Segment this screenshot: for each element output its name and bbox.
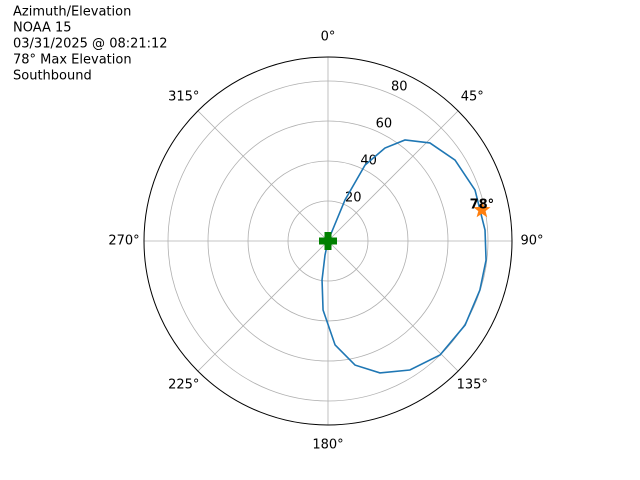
outer-frame xyxy=(143,56,513,426)
theta-tick-label: 225° xyxy=(168,378,199,393)
theta-tick-label: 45° xyxy=(461,89,484,104)
spoke xyxy=(197,240,329,372)
title-line: 78° Max Elevation xyxy=(13,53,132,68)
max-marker xyxy=(473,200,491,218)
pass-line xyxy=(321,139,487,374)
grid-circle xyxy=(167,80,489,402)
r-tick-label: 80 xyxy=(391,80,408,95)
grid-circle xyxy=(207,120,449,362)
theta-tick-label: 135° xyxy=(457,378,488,393)
title-line: NOAA 15 xyxy=(13,21,72,36)
r-tick-label: 20 xyxy=(345,191,362,206)
grid-circle xyxy=(247,160,409,322)
theta-tick-label: 180° xyxy=(312,438,343,453)
start-marker xyxy=(319,232,337,250)
max-label: 78° xyxy=(470,197,495,212)
spoke xyxy=(327,240,459,372)
spoke xyxy=(327,110,459,242)
title-line: Southbound xyxy=(13,69,92,84)
theta-tick-label: 0° xyxy=(321,30,336,45)
title-line: 03/31/2025 @ 08:21:12 xyxy=(13,37,168,52)
theta-tick-label: 315° xyxy=(168,89,199,104)
theta-tick-label: 270° xyxy=(108,234,139,249)
r-tick-label: 60 xyxy=(376,117,393,132)
title-line: Azimuth/Elevation xyxy=(13,5,131,20)
grid-circle xyxy=(287,200,369,282)
theta-tick-label: 90° xyxy=(520,234,543,249)
spoke xyxy=(197,110,329,242)
